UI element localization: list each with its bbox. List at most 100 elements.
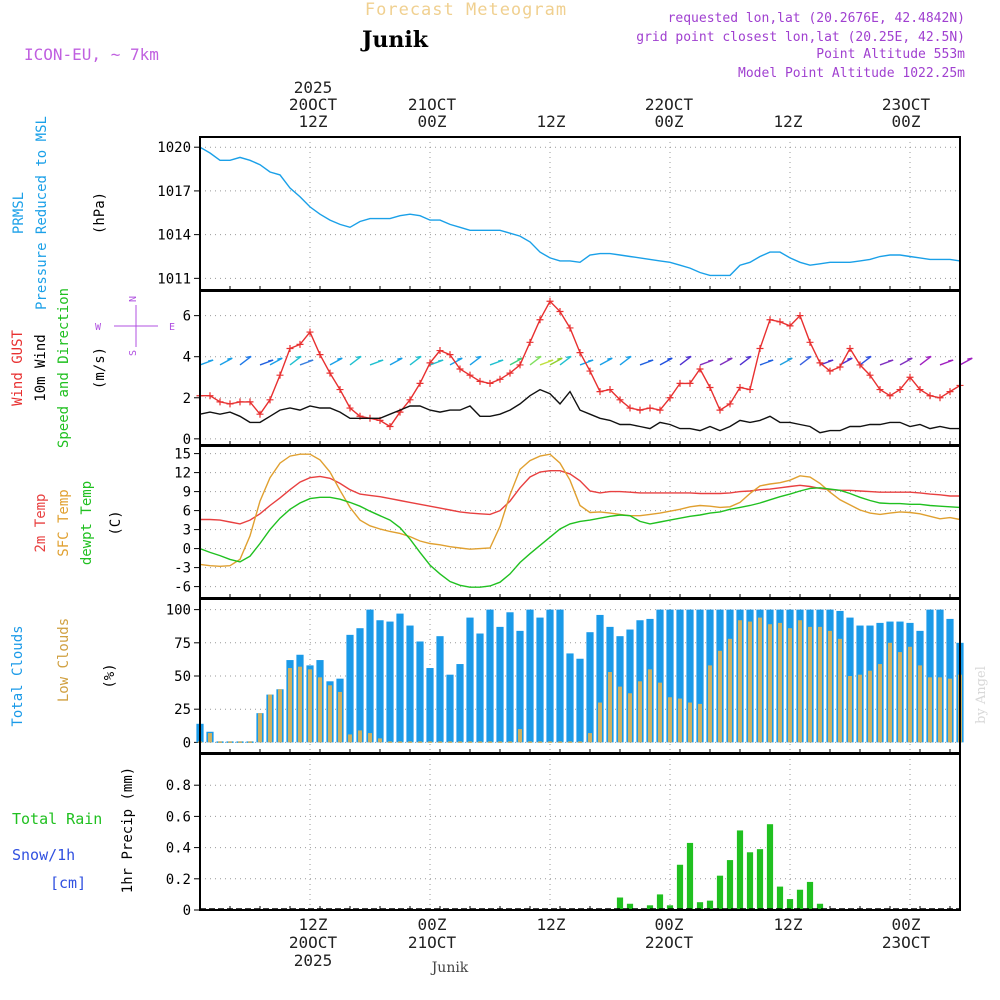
bar-low-clouds: [708, 665, 712, 743]
y-tick-label: 0: [183, 542, 191, 558]
y-tick-label: 0.6: [166, 809, 191, 825]
bar-low-clouds: [258, 713, 262, 743]
wind-barb-head: [768, 359, 774, 362]
top-hour-label: 00Z: [418, 112, 447, 131]
gust-marker: [886, 392, 894, 400]
y-tick-label: 1014: [157, 228, 191, 244]
bar-low-clouds: [478, 741, 482, 743]
gust-marker: [576, 349, 584, 357]
bar-low-clouds: [908, 646, 912, 743]
bar-total-clouds: [476, 633, 484, 743]
bar-low-clouds: [718, 650, 722, 743]
gust-marker: [256, 410, 264, 418]
gust-marker: [746, 386, 754, 394]
bar-low-clouds: [898, 652, 902, 743]
bar-low-clouds: [438, 741, 442, 743]
gust-marker: [406, 396, 414, 404]
wind-barb-head: [457, 357, 463, 360]
gust-marker: [496, 375, 504, 383]
wind-barb-head: [787, 357, 793, 360]
y-tick-label: 1011: [157, 271, 191, 287]
gust-marker: [736, 384, 744, 392]
model-label: ICON-EU, ~ 7km: [24, 45, 159, 64]
y-tick-label: 75: [174, 636, 191, 652]
bar-total-clouds: [456, 664, 464, 743]
wind-barb: [919, 355, 932, 366]
panel-frame: [199, 136, 961, 291]
bar-low-clouds: [688, 702, 692, 743]
gust-marker: [766, 316, 774, 324]
bar-total-clouds: [936, 609, 944, 743]
gust-marker: [686, 379, 694, 387]
point-altitude: Point Altitude 553m: [816, 47, 965, 62]
bar-low-clouds: [448, 741, 452, 743]
gust-marker: [546, 297, 554, 305]
bar-low-clouds: [318, 677, 322, 743]
wind-barb-head: [888, 359, 894, 362]
gust-marker: [826, 367, 834, 375]
y-tick-label: 1020: [157, 140, 191, 156]
gust-marker: [716, 406, 724, 414]
y-tick-label: 6: [183, 504, 191, 520]
gust-marker: [696, 365, 704, 373]
bar-total-clouds: [686, 609, 694, 743]
bar-total-clouds: [376, 620, 384, 743]
bar-low-clouds: [888, 642, 892, 743]
gust-marker: [386, 423, 394, 431]
y-tick-label: 25: [174, 702, 191, 718]
bar-total-clouds: [426, 668, 434, 743]
bottom-date-label: 20OCT: [289, 933, 338, 952]
bar-low-clouds: [828, 630, 832, 743]
gust-marker: [896, 386, 904, 394]
wind-barb-head: [356, 355, 362, 359]
bottom-hour-label: 00Z: [418, 915, 447, 934]
top-date-label: 20OCT: [289, 95, 338, 114]
gust-marker: [616, 396, 624, 404]
bar-total-rain: [676, 864, 684, 910]
wind-barb: [349, 355, 362, 366]
clouds-unit: (%): [102, 663, 118, 688]
bar-total-rain: [776, 886, 784, 910]
bar-low-clouds: [798, 620, 802, 743]
gust-marker: [816, 359, 824, 367]
gust-marker: [436, 347, 444, 355]
wind-barb-head: [667, 357, 673, 360]
gridpoint-coords: grid point closest lon,lat (20.25E, 42.5…: [636, 30, 965, 45]
bar-total-clouds: [496, 626, 504, 743]
pressure-label-1: PRMSL: [11, 192, 27, 234]
top-date-label: 21OCT: [408, 95, 457, 114]
top-hour-label: 00Z: [892, 112, 921, 131]
wind-barb-head: [557, 357, 563, 360]
gust-marker: [666, 394, 674, 402]
y-tick-label: 4: [183, 350, 191, 366]
bar-low-clouds: [748, 621, 752, 743]
bar-total-rain: [686, 842, 694, 910]
y-tick-label: 12: [174, 466, 191, 482]
gust-marker: [246, 398, 254, 406]
wind-barb-head: [476, 355, 482, 359]
bar-total-clouds: [506, 612, 514, 743]
series-line-sfc-temp: [199, 453, 961, 568]
precip-legend-cm: [cm]: [50, 874, 86, 892]
gust-marker: [656, 406, 664, 414]
gust-marker: [876, 386, 884, 394]
wind-barb-head: [907, 357, 913, 360]
bar-total-rain: [786, 899, 794, 910]
bar-low-clouds: [358, 730, 362, 743]
wind-barb: [799, 355, 812, 366]
y-tick-label: 0: [183, 903, 191, 919]
gust-marker: [486, 379, 494, 387]
bar-low-clouds: [568, 741, 572, 743]
bar-low-clouds: [498, 741, 502, 743]
wind-barb-head: [498, 359, 504, 362]
bar-low-clouds: [858, 674, 862, 743]
top-year-label: 2025: [294, 78, 333, 97]
bar-low-clouds: [768, 624, 772, 743]
bar-low-clouds: [268, 694, 272, 743]
bar-total-rain: [716, 875, 724, 910]
bar-low-clouds: [218, 741, 222, 743]
bar-total-clouds: [446, 674, 454, 743]
y-tick-label: 2: [183, 391, 191, 407]
bar-low-clouds: [658, 682, 662, 743]
